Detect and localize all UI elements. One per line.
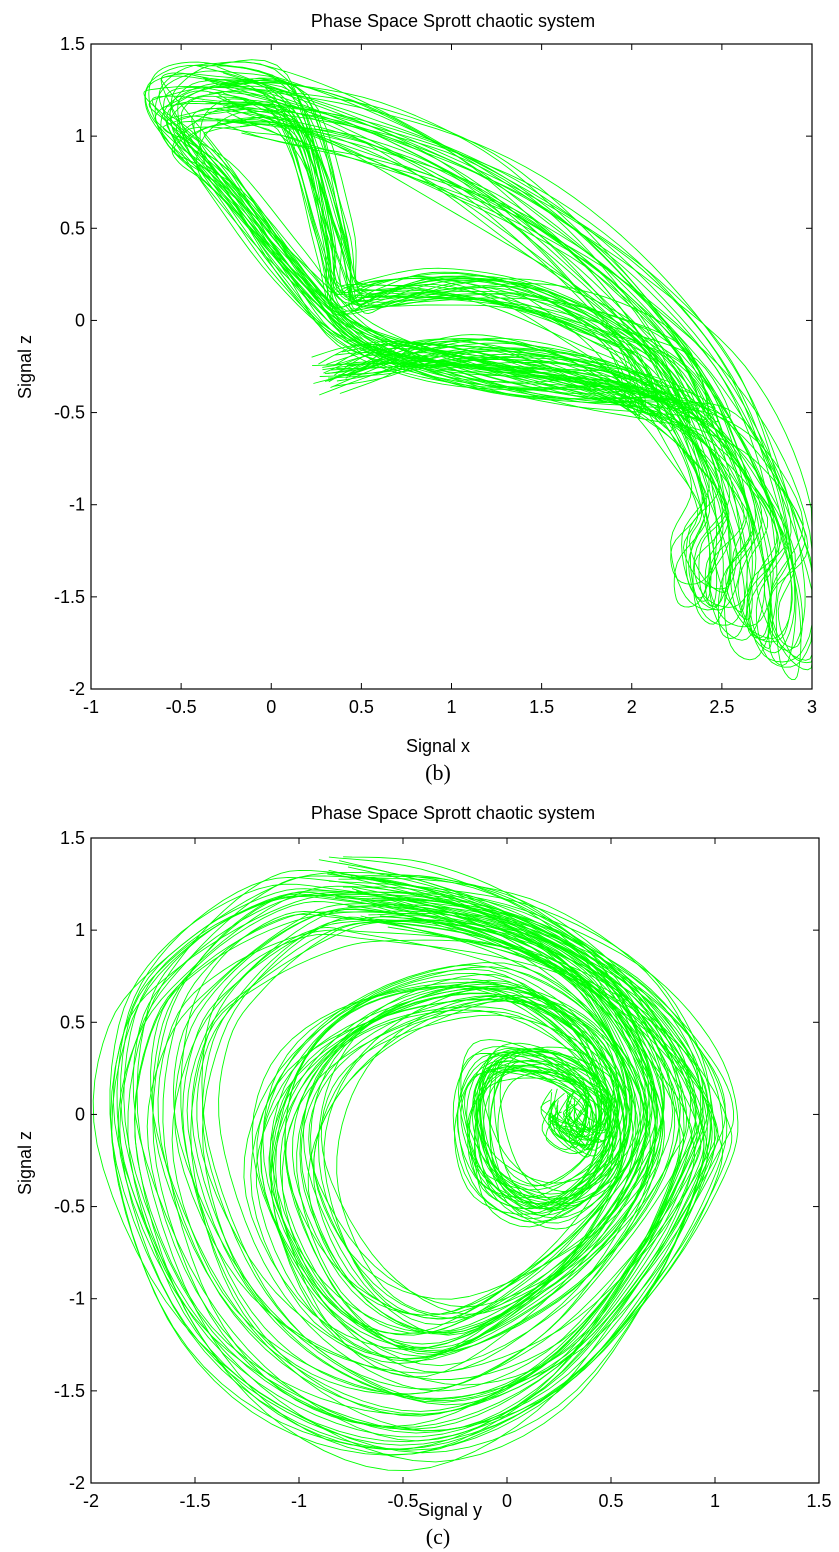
y-tick-label: -2 (69, 1473, 85, 1493)
trajectory-line (134, 899, 695, 1416)
x-tick-label: 0.5 (349, 697, 374, 717)
chart-panel-b: Phase Space Sprott chaotic system -1 -0.5… (15, 11, 817, 785)
panel-caption: (c) (426, 1524, 450, 1549)
trajectory-line (182, 890, 709, 1417)
tick-group: -1 -0.5 0 0.5 1 1.5 2 2.5 3 -2 -1.5 -1 -0.5 0 0.5 1 1.5 (54, 34, 817, 717)
trajectory-line (201, 912, 687, 1390)
y-axis-label: Signal z (15, 1131, 35, 1195)
x-tick-label: -1 (83, 697, 99, 717)
y-tick-label: -0.5 (54, 1197, 85, 1217)
y-tick-label: 0 (75, 1104, 85, 1124)
chart-panel-c: Phase Space Sprott chaotic system -2 -1.5… (15, 803, 832, 1549)
trajectory-line (127, 869, 739, 1443)
y-tick-label: -1.5 (54, 587, 85, 607)
trajectory-line (157, 897, 685, 1415)
panel-caption: (b) (425, 760, 451, 785)
x-tick-label: 1.5 (529, 697, 554, 717)
x-tick-label: 0 (502, 1491, 512, 1511)
y-tick-label: 1 (75, 126, 85, 146)
trajectory-line (119, 871, 728, 1446)
trajectory-line (161, 75, 809, 651)
trajectory-line (136, 856, 735, 1456)
x-tick-label: -0.5 (387, 1491, 418, 1511)
trajectory-line (161, 101, 781, 639)
y-tick-label: 1.5 (60, 828, 85, 848)
x-tick-label: -1.5 (179, 1491, 210, 1511)
trajectory-line (109, 878, 716, 1451)
x-tick-label: 2 (627, 697, 637, 717)
x-tick-label: 1.5 (806, 1491, 831, 1511)
trajectory-line (148, 61, 813, 661)
y-tick-label: 1.5 (60, 34, 85, 54)
y-tick-label: 0 (75, 310, 85, 330)
trajectory-line (196, 110, 732, 611)
trajectory-line (199, 98, 742, 611)
trajectory-line (154, 79, 792, 643)
y-tick-label: 1 (75, 920, 85, 940)
x-tick-label: 0 (266, 697, 276, 717)
y-axis-label: Signal z (15, 335, 35, 399)
x-tick-label: -0.5 (166, 697, 197, 717)
trajectory-line (162, 108, 730, 607)
trajectory-line (191, 905, 693, 1402)
trajectory-line (132, 869, 704, 1442)
trajectory-line (160, 72, 796, 654)
trajectory-line (152, 893, 724, 1428)
x-axis-label: Signal y (418, 1500, 482, 1520)
chart-title: Phase Space Sprott chaotic system (311, 803, 595, 823)
trajectory-line (116, 876, 712, 1438)
y-tick-label: -1.5 (54, 1381, 85, 1401)
y-tick-label: -2 (69, 679, 85, 699)
x-tick-label: 3 (807, 697, 817, 717)
trajectory-line (148, 81, 813, 664)
y-tick-label: -0.5 (54, 403, 85, 423)
y-tick-label: -1 (69, 1289, 85, 1309)
x-tick-label: -1 (291, 1491, 307, 1511)
trajectory-group (143, 59, 813, 681)
y-tick-label: -1 (69, 495, 85, 515)
y-tick-label: 0.5 (60, 218, 85, 238)
trajectory-line (171, 101, 748, 626)
x-tick-label: -2 (83, 1491, 99, 1511)
trajectory-line (110, 856, 733, 1456)
tick-group: -2 -1.5 -1 -0.5 0 0.5 1 1.5 -2 -1.5 -1 -0.5 0 0.5 1 1.5 (54, 828, 832, 1511)
trajectory-group (92, 856, 739, 1472)
x-tick-label: 1 (446, 697, 456, 717)
trajectory-line (173, 116, 712, 602)
trajectory-line (151, 95, 754, 620)
plot-frame (90, 837, 820, 1484)
trajectory-line (180, 904, 696, 1395)
y-tick-label: 0.5 (60, 1012, 85, 1032)
trajectory-line (162, 886, 717, 1427)
x-tick-label: 0.5 (598, 1491, 623, 1511)
trajectory-line (186, 893, 705, 1403)
x-axis-label: Signal x (406, 736, 470, 756)
chart-title: Phase Space Sprott chaotic system (311, 11, 595, 31)
x-tick-label: 1 (710, 1491, 720, 1511)
x-tick-label: 2.5 (709, 697, 734, 717)
